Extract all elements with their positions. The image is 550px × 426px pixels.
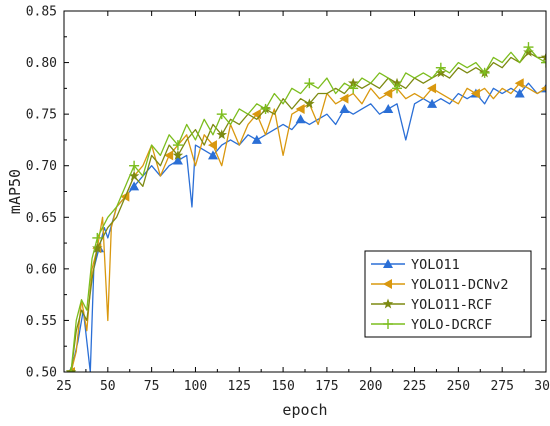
star-marker [172, 149, 184, 160]
plus-marker [392, 83, 403, 94]
plus-marker [260, 103, 271, 114]
x-tick-label: 200 [359, 379, 382, 394]
series-line [70, 51, 546, 372]
plus-marker [129, 160, 140, 171]
triangle-marker [207, 150, 218, 160]
y-tick-label: 0.55 [26, 314, 57, 329]
plus-marker [172, 140, 183, 151]
x-tick-label: 225 [403, 379, 426, 394]
triangle-marker [383, 259, 393, 268]
x-axis-title: epoch [282, 401, 327, 419]
triangle-left-marker [295, 103, 305, 114]
y-tick-label: 0.60 [26, 262, 57, 277]
triangle-marker [339, 103, 350, 113]
triangle-marker [383, 103, 394, 113]
triangle-marker [295, 114, 306, 124]
triangle-left-marker [541, 85, 546, 92]
x-tick-label: 300 [534, 379, 550, 394]
triangle-marker [251, 134, 262, 144]
triangle-left-marker [427, 83, 437, 94]
plus-marker [435, 62, 446, 73]
legend-label: YOLO11-DCNv2 [411, 277, 509, 293]
y-axis-title: mAP50 [6, 169, 24, 214]
y-tick-label: 0.80 [26, 56, 57, 71]
legend: YOLO11 YOLO11-DCNv2 YOLO11-RCF YOLO-DCRCF [364, 250, 532, 338]
y-tick-labels: 0.50 0.55 0.60 0.65 0.70 0.75 0.80 0.85 [26, 5, 57, 381]
x-tick-label: 50 [100, 379, 116, 394]
x-tick-label: 125 [228, 379, 251, 394]
star-marker [128, 170, 140, 181]
legend-label: YOLO11 [411, 257, 460, 273]
plus-marker [304, 78, 315, 89]
triangle-left-marker [383, 279, 392, 289]
legend-item: YOLO-DCRCF [371, 317, 492, 333]
plus-marker [541, 57, 546, 68]
series-line [70, 46, 546, 372]
x-tick-labels: 25 50 75 100 125 150 175 200 225 250 275 300 [56, 379, 550, 394]
triangle-marker [514, 88, 525, 98]
star-marker [216, 129, 227, 140]
plus-marker [66, 367, 77, 372]
triangle-marker [427, 98, 438, 108]
triangle-left-marker [383, 88, 393, 99]
plus-marker [383, 319, 393, 329]
x-tick-label: 150 [271, 379, 294, 394]
series-lines [65, 42, 546, 372]
y-tick-label: 0.50 [26, 366, 57, 381]
triangle-left-marker [470, 88, 480, 99]
plus-marker [523, 42, 534, 53]
x-tick-label: 75 [144, 379, 160, 394]
triangle-left-marker [207, 140, 217, 151]
y-tick-label: 0.75 [26, 108, 57, 123]
legend-item: YOLO11-DCNv2 [371, 277, 509, 293]
x-tick-label: 275 [490, 379, 513, 394]
series-3 [66, 42, 546, 372]
star-marker [304, 98, 315, 109]
x-tick-label: 175 [315, 379, 338, 394]
x-tick-label: 250 [447, 379, 470, 394]
triangle-left-marker [514, 78, 524, 89]
star-marker [92, 242, 103, 253]
x-tick-label: 100 [184, 379, 207, 394]
star-marker [382, 298, 394, 309]
y-tick-label: 0.65 [26, 211, 57, 226]
plus-marker [348, 83, 359, 94]
y-tick-label: 0.85 [26, 5, 57, 20]
legend-item: YOLO11-RCF [371, 297, 492, 313]
plus-marker [216, 109, 227, 120]
x-tick-label: 25 [56, 379, 72, 394]
triangle-left-marker [339, 93, 349, 104]
series-line [70, 82, 546, 372]
legend-label: YOLO-DCRCF [411, 317, 492, 333]
star-marker [540, 51, 546, 62]
triangle-left-marker [164, 150, 174, 161]
y-tick-label: 0.70 [26, 159, 57, 174]
legend-box [364, 250, 532, 338]
legend-label: YOLO11-RCF [411, 297, 492, 313]
triangle-marker [172, 155, 183, 165]
plus-marker [479, 67, 490, 78]
triangle-marker [129, 181, 140, 191]
star-marker [347, 77, 359, 88]
star-marker [391, 77, 403, 88]
plus-marker [92, 232, 103, 243]
legend-item: YOLO11 [371, 257, 460, 273]
plot-frame [63, 10, 547, 373]
